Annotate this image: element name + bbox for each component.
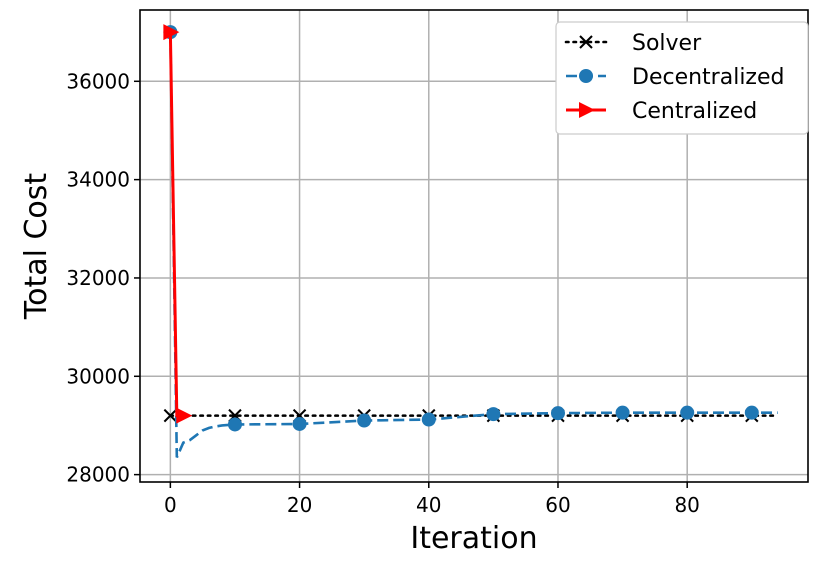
data-point <box>163 408 178 423</box>
legend: Solver Decentralized Centralized <box>555 21 809 135</box>
axis-ticks: 0 20 40 60 80 28000 30000 32000 34000 36000 <box>66 69 700 517</box>
data-point <box>357 413 372 428</box>
x-axis-label: Iteration <box>410 521 537 556</box>
y-tick-label: 32000 <box>66 266 130 290</box>
x-tick-label: 60 <box>545 493 570 517</box>
legend-entry: Solver <box>564 31 702 56</box>
series-line <box>168 32 184 418</box>
plot-frame <box>139 9 809 483</box>
legend-label: Decentralized <box>632 65 784 90</box>
y-tick-label: 28000 <box>66 463 130 487</box>
legend-marker-sample <box>579 69 593 83</box>
legend-label: Centralized <box>632 99 757 124</box>
legend-label: Solver <box>632 31 702 56</box>
legend-marker-sample <box>579 35 593 49</box>
data-point <box>163 24 180 41</box>
data-point <box>680 405 695 420</box>
series-centralized <box>163 24 193 424</box>
data-point <box>292 416 307 431</box>
x-tick-label: 80 <box>674 493 699 517</box>
data-point <box>227 417 242 432</box>
y-tick-label: 30000 <box>66 364 130 388</box>
plot-series <box>163 24 779 458</box>
data-point <box>421 412 436 427</box>
x-tick-label: 40 <box>416 493 441 517</box>
y-tick-label: 36000 <box>66 69 130 93</box>
data-point <box>486 407 501 422</box>
data-point <box>550 406 565 421</box>
y-tick-label: 34000 <box>66 168 130 192</box>
x-tick-label: 20 <box>287 493 312 517</box>
legend-entry: Decentralized <box>566 65 784 90</box>
legend-marker-sample <box>579 102 595 118</box>
data-point <box>744 405 759 420</box>
legend-entries: Solver Decentralized Centralized <box>564 31 784 124</box>
y-axis-label: Total Cost <box>19 173 54 321</box>
series-decentralized <box>163 25 778 458</box>
legend-entry: Centralized <box>566 99 757 124</box>
data-point <box>176 407 193 424</box>
x-tick-label: 0 <box>164 493 177 517</box>
data-point <box>615 405 630 420</box>
legend-box <box>555 21 809 135</box>
